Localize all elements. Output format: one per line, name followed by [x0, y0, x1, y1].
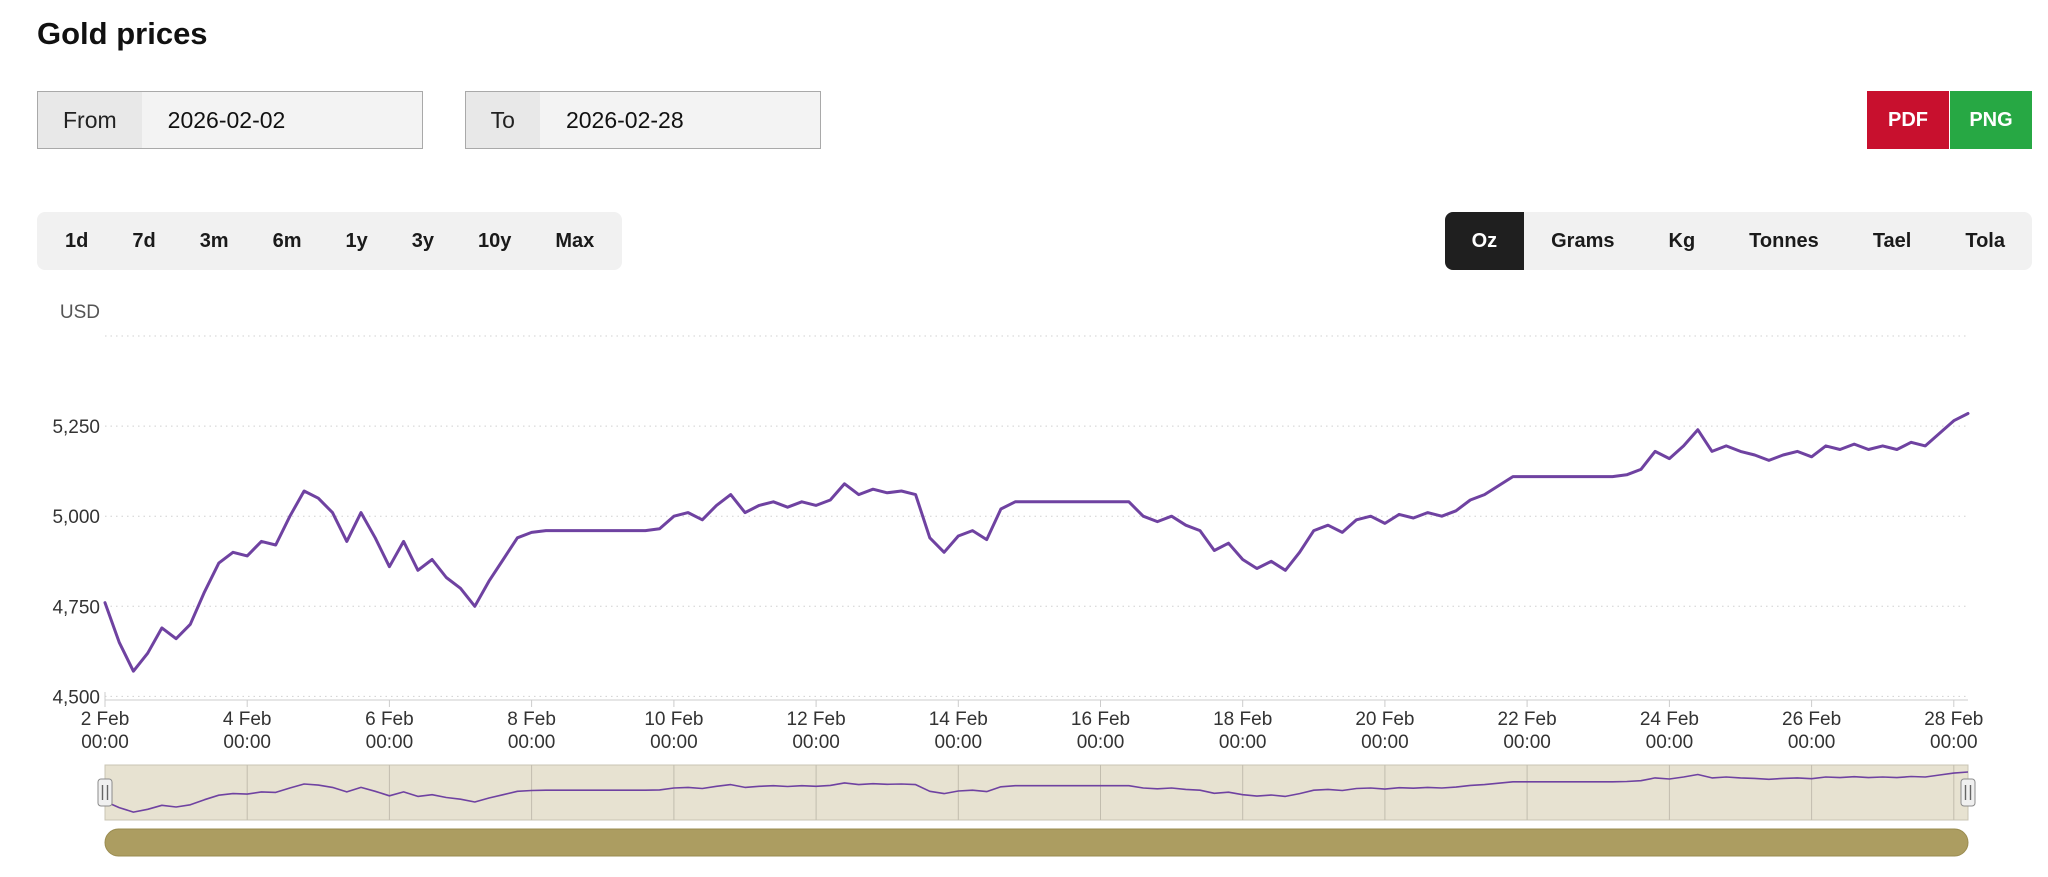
unit-selector: Oz Grams Kg Tonnes Tael Tola [1444, 212, 2032, 270]
x-axis-label-day: 18 Feb [1213, 709, 1272, 730]
x-axis-label-day: 28 Feb [1924, 709, 1983, 730]
x-axis-label-day: 2 Feb [81, 709, 130, 730]
x-axis-label-time: 00:00 [366, 732, 414, 753]
export-buttons: PDF PNG [1867, 91, 2032, 149]
x-axis-label-time: 00:00 [508, 732, 556, 753]
x-axis-label-day: 6 Feb [365, 709, 414, 730]
x-axis-label-time: 00:00 [792, 732, 840, 753]
page-title: Gold prices [37, 16, 208, 51]
x-axis-label-time: 00:00 [1361, 732, 1409, 753]
range-button-1y[interactable]: 1y [324, 212, 390, 270]
png-export-button[interactable]: PNG [1950, 91, 2032, 149]
unit-button-grams[interactable]: Grams [1524, 212, 1641, 270]
scrollbar-thumb[interactable] [104, 828, 1969, 857]
x-axis-label-day: 4 Feb [223, 709, 272, 730]
range-button-1d[interactable]: 1d [43, 212, 110, 270]
range-button-7d[interactable]: 7d [110, 212, 177, 270]
to-date-group: To [464, 91, 821, 149]
x-axis-label-time: 00:00 [935, 732, 983, 753]
from-label: From [38, 92, 142, 148]
from-date-group: From [37, 91, 423, 149]
x-axis-label-day: 10 Feb [644, 709, 703, 730]
range-button-3m[interactable]: 3m [178, 212, 251, 270]
range-button-10y[interactable]: 10y [456, 212, 533, 270]
x-axis-label-time: 00:00 [1503, 732, 1551, 753]
unit-button-tola[interactable]: Tola [1938, 212, 2032, 270]
from-date-input[interactable] [141, 92, 422, 148]
x-axis-label-time: 00:00 [1788, 732, 1836, 753]
x-axis-label-day: 24 Feb [1640, 709, 1699, 730]
range-selector: 1d 7d 3m 6m 1y 3y 10y Max [37, 212, 623, 270]
navigator-line [104, 771, 1969, 813]
y-axis-label: 4,500 [52, 687, 100, 708]
unit-button-oz[interactable]: Oz [1444, 212, 1525, 270]
y-axis-label: 5,250 [52, 417, 100, 438]
unit-button-tonnes[interactable]: Tonnes [1722, 212, 1846, 270]
range-button-6m[interactable]: 6m [251, 212, 324, 270]
navigator-handle-right[interactable] [1960, 778, 1976, 807]
unit-button-tael[interactable]: Tael [1846, 212, 1939, 270]
range-button-max[interactable]: Max [533, 212, 616, 270]
x-axis-label-time: 00:00 [81, 732, 129, 753]
x-axis-label-time: 00:00 [650, 732, 698, 753]
x-axis-label-time: 00:00 [1219, 732, 1267, 753]
x-axis-label-time: 00:00 [1930, 732, 1978, 753]
x-axis-label-day: 12 Feb [787, 709, 846, 730]
x-axis-label-day: 22 Feb [1498, 709, 1557, 730]
x-axis-label-time: 00:00 [1646, 732, 1694, 753]
chart-area: 4,500 4,750 5,000 5,250 USD 2 Feb 00:00 4 Feb 00… [37, 292, 2012, 877]
range-button-3y[interactable]: 3y [390, 212, 456, 270]
price-line [103, 412, 1970, 673]
navigator-handle-left[interactable] [97, 778, 113, 807]
to-date-input[interactable] [539, 92, 820, 148]
x-axis-label-time: 00:00 [223, 732, 271, 753]
x-axis-label-day: 16 Feb [1071, 709, 1130, 730]
unit-button-kg[interactable]: Kg [1642, 212, 1723, 270]
x-axis-label-day: 14 Feb [929, 709, 988, 730]
x-axis-label-day: 8 Feb [507, 709, 556, 730]
x-axis-label-time: 00:00 [1077, 732, 1125, 753]
navigator[interactable] [104, 764, 1969, 821]
y-axis-title: USD [60, 302, 100, 323]
to-label: To [465, 92, 540, 148]
y-axis-label: 4,750 [52, 597, 100, 618]
x-axis-label-day: 26 Feb [1782, 709, 1841, 730]
pdf-export-button[interactable]: PDF [1867, 91, 1949, 149]
date-range-controls: From To [37, 91, 821, 149]
y-axis-label: 5,000 [52, 507, 100, 528]
x-axis-label-day: 20 Feb [1355, 709, 1414, 730]
